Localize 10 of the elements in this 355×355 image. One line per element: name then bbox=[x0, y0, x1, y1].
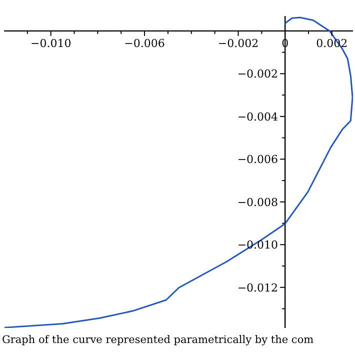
y-tick-label: −0.006 bbox=[237, 153, 278, 166]
y-tick-label: −0.004 bbox=[237, 110, 278, 124]
y-tick-label: −0.008 bbox=[237, 196, 278, 209]
x-tick-label: −0.006 bbox=[124, 36, 165, 50]
line-series bbox=[4, 16, 353, 328]
x-tick-label: −0.002 bbox=[218, 36, 259, 50]
y-tick-label: −0.012 bbox=[237, 281, 278, 294]
x-tick-label: −0.010 bbox=[30, 36, 72, 50]
y-tick-label: −0.002 bbox=[237, 68, 278, 81]
text: Graph of the curve represented parametrically by the com bbox=[1, 333, 315, 347]
